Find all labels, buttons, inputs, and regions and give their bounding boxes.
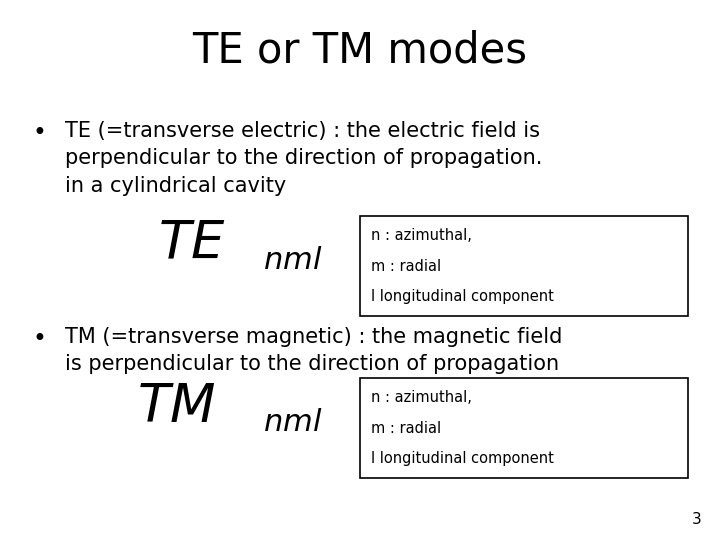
Text: •: • <box>32 122 46 145</box>
Text: perpendicular to the direction of propagation.: perpendicular to the direction of propag… <box>65 148 542 168</box>
Text: $\mathit{nml}$: $\mathit{nml}$ <box>263 408 322 437</box>
Text: TM (=transverse magnetic) : the magnetic field: TM (=transverse magnetic) : the magnetic… <box>65 327 562 347</box>
FancyBboxPatch shape <box>360 216 688 316</box>
Text: in a cylindrical cavity: in a cylindrical cavity <box>65 176 286 195</box>
Text: n : azimuthal,: n : azimuthal, <box>371 390 472 405</box>
Text: •: • <box>32 327 46 350</box>
Text: $\mathit{TM}$: $\mathit{TM}$ <box>137 381 215 433</box>
Text: l longitudinal component: l longitudinal component <box>371 451 554 467</box>
Text: 3: 3 <box>692 511 702 526</box>
Text: $\mathit{nml}$: $\mathit{nml}$ <box>263 246 322 275</box>
Text: m : radial: m : radial <box>371 421 441 436</box>
Text: $\mathit{TE}$: $\mathit{TE}$ <box>158 219 226 271</box>
Text: m : radial: m : radial <box>371 259 441 274</box>
Text: n : azimuthal,: n : azimuthal, <box>371 228 472 243</box>
Text: is perpendicular to the direction of propagation: is perpendicular to the direction of pro… <box>65 354 559 374</box>
Text: TE or TM modes: TE or TM modes <box>192 30 528 72</box>
Text: l longitudinal component: l longitudinal component <box>371 289 554 305</box>
FancyBboxPatch shape <box>360 378 688 478</box>
Text: TE (=transverse electric) : the electric field is: TE (=transverse electric) : the electric… <box>65 122 540 141</box>
